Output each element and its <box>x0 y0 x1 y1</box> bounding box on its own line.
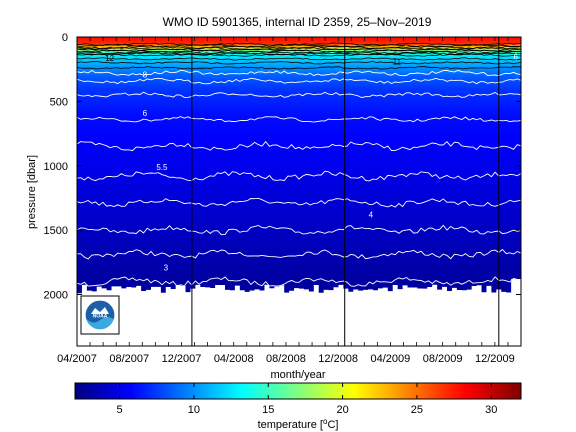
contour-line <box>77 224 521 236</box>
colorbar <box>74 382 522 400</box>
x-tick-label: 04/2009 <box>371 353 411 365</box>
x-axis-label: month/year <box>270 369 325 381</box>
contour-label: 5.5 <box>156 163 168 172</box>
contour-line <box>77 248 521 260</box>
contour-line <box>77 47 521 51</box>
y-axis: 0 500 1000 1500 2000 <box>44 32 521 302</box>
y-tick-label: 1500 <box>44 225 68 237</box>
contour-lines <box>77 42 521 287</box>
colorbar-tick-label: 15 <box>262 404 274 416</box>
contour-line <box>77 140 521 152</box>
colorbar-label-super: o <box>323 417 328 426</box>
temperature-field: 12 11 6 8 6 5.5 4 3 <box>77 37 521 346</box>
colorbar-tick-label: 25 <box>411 404 423 416</box>
svg-text:NOAA: NOAA <box>93 314 108 320</box>
x-tick-label: 12/2009 <box>475 353 515 365</box>
colorbar-label-suffix: C] <box>327 419 338 431</box>
contour-label: 12 <box>105 54 114 63</box>
colorbar-label: temperature [oC] <box>258 417 339 431</box>
y-tick-label: 0 <box>62 32 68 44</box>
contour-line <box>77 61 521 65</box>
colorbar-tick-label: 20 <box>336 404 348 416</box>
contour-label: 6 <box>143 109 148 118</box>
y-tick-label: 500 <box>50 96 68 108</box>
x-tick-label: 08/2008 <box>266 353 306 365</box>
colorbar-tick-label: 10 <box>188 404 200 416</box>
x-axis: 04/2007 08/2007 12/2007 04/2008 08/2008 12/20… <box>57 37 522 365</box>
x-tick-label: 12/2007 <box>162 353 202 365</box>
contour-line <box>77 69 521 77</box>
contour-line <box>77 197 521 208</box>
colorbar-tick-label: 30 <box>485 404 497 416</box>
contour-line <box>77 66 521 70</box>
colorbar-tick-label: 5 <box>117 404 123 416</box>
contour-line <box>77 116 521 123</box>
x-tick-label: 08/2007 <box>109 353 149 365</box>
contour-line <box>77 52 521 56</box>
x-tick-label: 04/2008 <box>214 353 254 365</box>
y-tick-label: 2000 <box>44 290 68 302</box>
contour-line <box>77 77 521 85</box>
y-axis-label: pressure [dbar] <box>26 155 38 229</box>
contour-label: 8 <box>143 70 148 79</box>
contour-line <box>77 91 521 99</box>
colorbar-label-prefix: temperature [ <box>258 419 323 431</box>
contour-label: 11 <box>393 57 402 66</box>
contour-line <box>77 49 521 53</box>
noaa-logo: NOAA <box>80 295 120 335</box>
chart-title: WMO ID 5901365, internal ID 2359, 25–Nov… <box>163 15 432 29</box>
x-tick-label: 04/2007 <box>57 353 97 365</box>
y-tick-label: 1000 <box>44 161 68 173</box>
contour-line <box>77 42 521 46</box>
year-boundary-lines <box>191 37 500 346</box>
contour-line <box>77 170 521 182</box>
x-tick-label: 08/2009 <box>423 353 463 365</box>
contour-line <box>77 57 521 61</box>
contour-labels: 12 11 6 8 6 5.5 4 3 <box>105 52 518 272</box>
contour-line <box>77 276 521 287</box>
x-tick-label: 12/2008 <box>318 353 358 365</box>
colorbar-ticks: 5 10 15 20 25 30 <box>117 383 497 416</box>
contour-label: 3 <box>164 263 169 272</box>
contour-label: 4 <box>369 211 374 220</box>
contour-label: 6 <box>514 52 519 61</box>
